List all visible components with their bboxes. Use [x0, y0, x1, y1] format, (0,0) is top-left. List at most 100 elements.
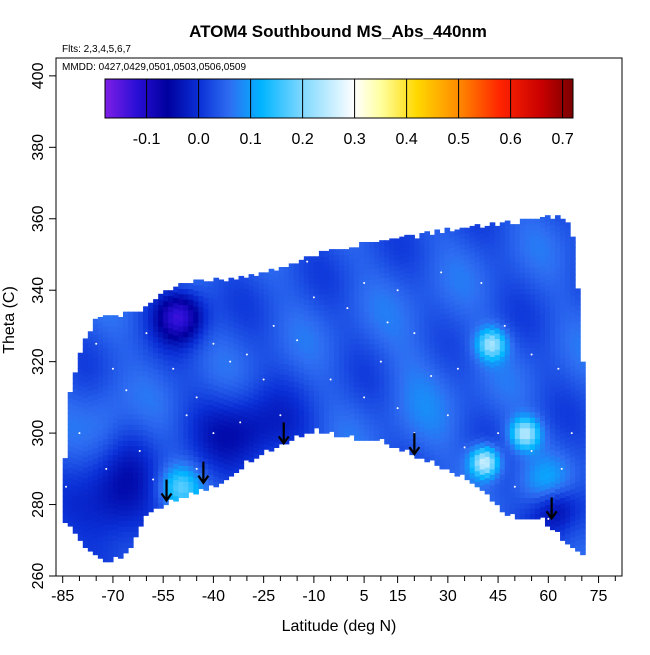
heatmap-cell — [92, 329, 99, 336]
heatmap-cell — [419, 399, 425, 406]
heatmap-cell — [233, 418, 240, 425]
heatmap-cell — [454, 347, 461, 354]
heatmap-cell — [233, 375, 240, 382]
heatmap-cell — [359, 418, 365, 425]
heatmap-cell — [439, 420, 446, 427]
heatmap-cell — [112, 427, 119, 434]
heatmap-cell — [92, 345, 99, 352]
heatmap-cell — [404, 256, 410, 263]
heatmap-cell — [87, 524, 94, 531]
heatmap-cell — [263, 347, 270, 354]
heatmap-cell — [439, 356, 446, 363]
heatmap-cell — [148, 334, 154, 341]
heatmap-cell — [424, 274, 431, 281]
heatmap-cell — [263, 443, 270, 450]
heatmap-cell — [97, 338, 104, 345]
heatmap-cell — [308, 304, 315, 311]
heatmap-cell — [409, 234, 415, 241]
heatmap-cell — [173, 436, 179, 443]
heatmap-cell — [92, 436, 99, 443]
heatmap-cell — [72, 409, 79, 416]
heatmap-cell — [364, 375, 370, 382]
heatmap-cell — [369, 300, 375, 307]
heatmap-cell — [153, 315, 159, 322]
heatmap-cell — [153, 438, 159, 445]
heatmap-cell — [499, 329, 506, 336]
heatmap-cell — [198, 434, 204, 441]
heatmap-cell — [424, 424, 431, 431]
heatmap-cell — [188, 374, 194, 381]
heatmap-cell — [168, 295, 174, 302]
heatmap-cell — [228, 454, 235, 461]
heatmap-cell — [293, 370, 300, 377]
heatmap-cell — [318, 325, 325, 332]
heatmap-cell — [303, 261, 310, 268]
heatmap-cell — [203, 447, 209, 454]
heatmap-cell — [112, 438, 119, 445]
heatmap-cell — [258, 277, 265, 284]
heatmap-cell — [178, 368, 184, 375]
heatmap-cell — [218, 467, 225, 473]
heatmap-cell — [143, 322, 149, 329]
heatmap-cell — [399, 322, 405, 329]
heatmap-cell — [117, 531, 124, 538]
heatmap-cell — [444, 270, 451, 277]
heatmap-cell — [263, 283, 270, 290]
heatmap-cell — [92, 399, 99, 406]
heatmap-cell — [293, 359, 300, 366]
heatmap-cell — [499, 431, 506, 438]
heatmap-cell — [434, 336, 441, 343]
heatmap-cell — [238, 324, 245, 331]
heatmap-cell — [188, 433, 194, 440]
heatmap-cell — [534, 293, 541, 300]
heatmap-cell — [158, 352, 164, 359]
heatmap-cell — [489, 420, 496, 427]
heatmap-cell — [409, 336, 415, 343]
heatmap-cell — [198, 359, 204, 366]
heatmap-cell — [394, 297, 400, 304]
heatmap-cell — [168, 386, 174, 393]
heatmap-cell — [575, 465, 581, 472]
heatmap-cell — [208, 436, 214, 443]
heatmap-cell — [253, 313, 260, 320]
heatmap-cell — [449, 274, 456, 281]
heatmap-cell — [288, 424, 295, 431]
heatmap-cell — [449, 322, 456, 329]
heatmap-cell — [555, 343, 561, 350]
heatmap-cell — [509, 497, 516, 504]
sample-point — [185, 414, 188, 417]
heatmap-cell — [238, 356, 245, 363]
heatmap-cell — [163, 317, 169, 323]
heatmap-cell — [529, 427, 536, 434]
heatmap-cell — [298, 270, 305, 277]
heatmap-cell — [555, 220, 561, 227]
heatmap-cell — [138, 365, 144, 372]
heatmap-cell — [459, 297, 466, 304]
heatmap-cell — [539, 275, 546, 282]
heatmap-cell — [248, 402, 255, 409]
heatmap-cell — [469, 402, 476, 409]
heatmap-cell — [424, 327, 431, 334]
heatmap-cell — [87, 427, 94, 434]
heatmap-cell — [283, 352, 290, 359]
heatmap-cell — [394, 425, 400, 432]
heatmap-cell — [374, 311, 380, 318]
heatmap-cell — [128, 456, 134, 463]
heatmap-cell — [454, 433, 461, 440]
heatmap-cell — [484, 236, 491, 243]
heatmap-cell — [560, 288, 566, 295]
heatmap-cell — [539, 463, 546, 470]
heatmap-cell — [122, 413, 129, 420]
heatmap-cell — [399, 381, 405, 388]
heatmap-cell — [273, 442, 280, 448]
heatmap-cell — [148, 447, 154, 454]
heatmap-cell — [313, 299, 320, 306]
heatmap-cell — [313, 256, 320, 263]
heatmap-cell — [555, 520, 561, 527]
heatmap-cell — [82, 472, 89, 479]
heatmap-cell — [92, 527, 99, 534]
heatmap-cell — [399, 375, 405, 382]
heatmap-cell — [489, 297, 496, 304]
heatmap-cell — [449, 397, 456, 404]
heatmap-cell — [399, 247, 405, 254]
